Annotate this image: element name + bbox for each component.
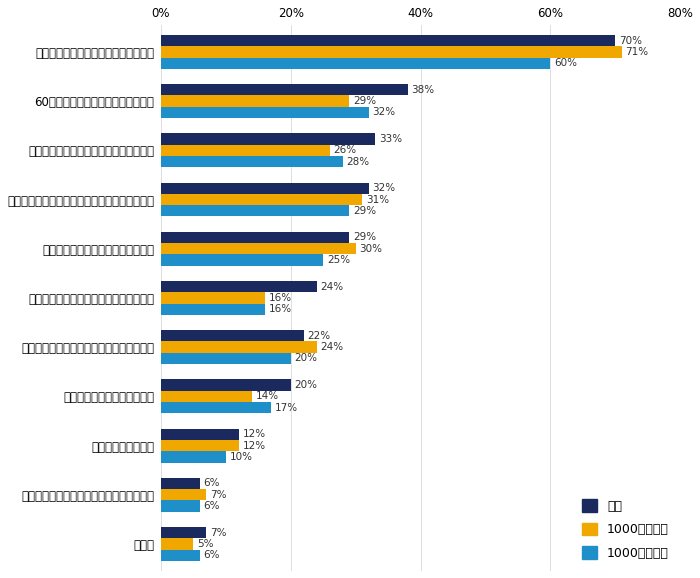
Text: 30%: 30%: [360, 244, 382, 254]
Bar: [161, 379, 290, 391]
Text: 6%: 6%: [204, 479, 220, 488]
Text: 14%: 14%: [256, 391, 279, 401]
Bar: [161, 527, 206, 538]
Text: 16%: 16%: [269, 293, 292, 303]
Bar: [161, 144, 330, 156]
Text: 70%: 70%: [619, 36, 642, 46]
Bar: [161, 58, 550, 69]
Bar: [161, 330, 304, 342]
Text: 7%: 7%: [210, 528, 227, 538]
Bar: [161, 303, 265, 315]
Bar: [161, 292, 265, 303]
Bar: [161, 451, 226, 462]
Text: 12%: 12%: [243, 440, 266, 451]
Bar: [161, 35, 615, 46]
Text: 29%: 29%: [353, 96, 376, 106]
Bar: [161, 429, 239, 440]
Bar: [161, 478, 199, 489]
Text: 22%: 22%: [307, 331, 330, 341]
Text: 71%: 71%: [626, 47, 649, 57]
Text: 7%: 7%: [210, 490, 227, 500]
Text: 20%: 20%: [295, 380, 318, 390]
Text: 16%: 16%: [269, 304, 292, 314]
Text: 28%: 28%: [346, 157, 370, 166]
Bar: [161, 391, 252, 402]
Text: 17%: 17%: [275, 403, 298, 413]
Text: 32%: 32%: [372, 108, 396, 117]
Text: 26%: 26%: [333, 145, 357, 155]
Bar: [161, 254, 323, 266]
Bar: [161, 281, 316, 292]
Text: 10%: 10%: [230, 452, 253, 462]
Text: 60%: 60%: [554, 58, 577, 68]
Text: 12%: 12%: [243, 429, 266, 439]
Text: 25%: 25%: [327, 255, 350, 265]
Bar: [161, 107, 369, 118]
Bar: [161, 95, 349, 107]
Text: 24%: 24%: [321, 342, 344, 352]
Text: 24%: 24%: [321, 281, 344, 292]
Legend: 全体, 1000万円以上, 1000万円未満: 全体, 1000万円以上, 1000万円未満: [577, 494, 674, 565]
Text: 29%: 29%: [353, 232, 376, 242]
Text: 5%: 5%: [197, 539, 214, 549]
Bar: [161, 46, 622, 58]
Text: 38%: 38%: [412, 85, 435, 95]
Bar: [161, 550, 199, 561]
Text: 33%: 33%: [379, 134, 402, 144]
Bar: [161, 342, 316, 353]
Bar: [161, 538, 193, 550]
Bar: [161, 156, 342, 167]
Bar: [161, 243, 356, 254]
Bar: [161, 440, 239, 451]
Bar: [161, 194, 362, 205]
Bar: [161, 232, 349, 243]
Bar: [161, 402, 271, 413]
Text: 31%: 31%: [366, 195, 389, 205]
Bar: [161, 353, 290, 364]
Text: 32%: 32%: [372, 183, 396, 193]
Text: 29%: 29%: [353, 206, 376, 216]
Text: 6%: 6%: [204, 550, 220, 560]
Bar: [161, 489, 206, 501]
Text: 20%: 20%: [295, 354, 318, 364]
Bar: [161, 84, 407, 95]
Bar: [161, 205, 349, 217]
Bar: [161, 183, 369, 194]
Bar: [161, 134, 375, 144]
Text: 6%: 6%: [204, 501, 220, 511]
Bar: [161, 501, 199, 512]
